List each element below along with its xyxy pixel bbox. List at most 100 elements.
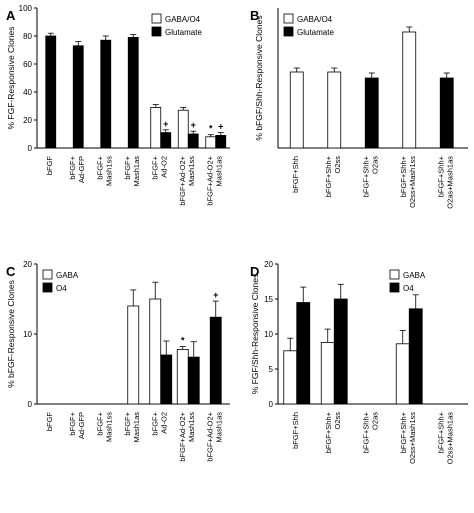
bar-series-1 [149, 298, 162, 405]
y-tick-label: 0 [28, 144, 33, 153]
legend-label: Glutamate [297, 28, 334, 37]
y-tick-label: 10 [23, 330, 32, 339]
legend-label: GABA [403, 271, 426, 280]
x-tick-label: O2ss+Mash1ss [408, 156, 417, 208]
bar-series-2 [408, 308, 423, 405]
panel-letter: C [6, 264, 16, 279]
bar-series-1 [283, 350, 298, 405]
x-tick-label: Mash1as [214, 156, 223, 187]
x-tick-label: Mash1ss [187, 156, 196, 186]
panel-letter: A [6, 8, 16, 23]
bar-series-2 [296, 302, 311, 405]
panel-letter: B [250, 8, 259, 23]
y-tick-label: 60 [23, 60, 32, 69]
x-tick-label: bFGF+Shh [291, 156, 300, 193]
bar-series-2 [160, 132, 172, 149]
y-tick-label: 40 [23, 88, 32, 97]
legend-swatch [283, 26, 294, 37]
legend-label: O4 [56, 284, 67, 293]
x-tick-label: O2ss [333, 412, 342, 430]
panel-letter: D [250, 264, 259, 279]
bar-series-2 [72, 45, 84, 149]
bar-series-1 [320, 341, 335, 405]
legend-label: GABA/O4 [297, 15, 333, 24]
y-tick-label: 100 [19, 4, 33, 13]
x-tick-label: bFGF+Shh+ [399, 155, 408, 197]
x-tick-label: bFGF+ [123, 155, 132, 179]
y-tick-label: 20 [23, 116, 32, 125]
x-tick-label: O2as+Mash1as [445, 156, 454, 209]
x-tick-label: bFGF+ [95, 411, 104, 435]
x-tick-label: bFGF+Shh [291, 412, 300, 449]
bar-series-1 [177, 109, 189, 149]
x-tick-label: bFGF+ [95, 155, 104, 179]
x-tick-label: bFGF+Ad-O2+ [205, 411, 214, 461]
bar-series-1 [402, 31, 417, 149]
bar-series-2 [215, 134, 227, 149]
chart-panel-d: D 0 5 10 15 20 % FGF/Shh-Responsive Clones bFGF… [250, 260, 468, 464]
significance-mark: + [213, 290, 218, 300]
chart-panel-b: B% bFGF/Shh-Responsive Clones bFGF+Shh bFG… [250, 8, 468, 209]
x-tick-label: bFGF+ [150, 411, 159, 435]
legend-swatch [283, 13, 294, 24]
bar-series-1 [205, 136, 217, 149]
y-tick-label: 80 [23, 32, 32, 41]
x-tick-label: bFGF [45, 412, 54, 432]
x-tick-label: Mash1as [214, 412, 223, 443]
bar-series-1 [327, 71, 342, 149]
x-tick-label: O2ss+Mash1ss [408, 412, 417, 464]
x-tick-label: bFGF+ [68, 411, 77, 435]
x-tick-label: bFGF+Ad-O2+ [205, 155, 214, 205]
x-tick-label: bFGF+Shh+ [436, 411, 445, 453]
y-tick-label: 20 [264, 260, 273, 269]
x-tick-label: bFGF+Shh+ [361, 155, 370, 197]
legend-swatch [389, 282, 400, 293]
legend-swatch [151, 13, 162, 24]
y-tick-label: 0 [28, 400, 33, 409]
x-tick-label: bFGF+Shh+ [361, 411, 370, 453]
x-tick-label: bFGF+Shh+ [324, 411, 333, 453]
x-tick-label: Mash1as [132, 156, 141, 187]
legend-swatch [42, 269, 53, 280]
bar-series-2 [45, 35, 57, 149]
legend-swatch [151, 26, 162, 37]
legend-swatch [389, 269, 400, 280]
y-tick-label: 5 [269, 365, 274, 374]
significance-mark: * [209, 124, 213, 134]
bar-series-2 [333, 298, 348, 405]
y-tick-label: 10 [264, 330, 273, 339]
x-tick-label: Mash1ss [104, 156, 113, 186]
significance-mark: + [163, 119, 168, 129]
x-tick-label: bFGF+Shh+ [324, 155, 333, 197]
bar-series-2 [100, 39, 112, 149]
y-tick-label: 15 [264, 295, 273, 304]
x-tick-label: Mash1ss [104, 412, 113, 442]
y-axis-label: % FGF/Shh-Responsive Clones [250, 274, 260, 394]
legend-label: GABA/O4 [165, 15, 201, 24]
bar-series-2 [364, 77, 379, 149]
x-tick-label: bFGF+Ad-O2+ [178, 411, 187, 461]
x-tick-label: bFGF+Shh+ [436, 155, 445, 197]
x-tick-label: O2as [370, 156, 379, 174]
x-tick-label: Ad-GFP [77, 412, 86, 439]
x-tick-label: bFGF+ [123, 411, 132, 435]
x-tick-label: Ad-O2 [159, 156, 168, 178]
y-axis-label: % bFGF/Shh-Responsive Clones [254, 15, 264, 140]
legend-label: GABA [56, 271, 79, 280]
bar-series-2 [439, 77, 454, 149]
significance-mark: * [181, 336, 185, 346]
y-axis-label: % FGF-Responsive Clones [6, 27, 16, 130]
bar-series-1 [176, 348, 189, 405]
bar-series-2 [187, 356, 200, 405]
bar-series-1 [150, 107, 162, 149]
x-tick-label: O2ss [333, 156, 342, 174]
x-tick-label: Mash1as [132, 412, 141, 443]
bar-series-2 [209, 316, 222, 405]
bar-series-2 [187, 133, 199, 149]
x-tick-label: Ad-O2 [159, 412, 168, 434]
x-tick-label: O2ss+Mash1as [445, 412, 454, 465]
chart-panel-a: A 0 20 40 60 80 100 % FGF-Responsive Clones bFGF… [6, 4, 230, 206]
x-tick-label: bFGF+ [68, 155, 77, 179]
bar-series-1 [289, 71, 304, 149]
